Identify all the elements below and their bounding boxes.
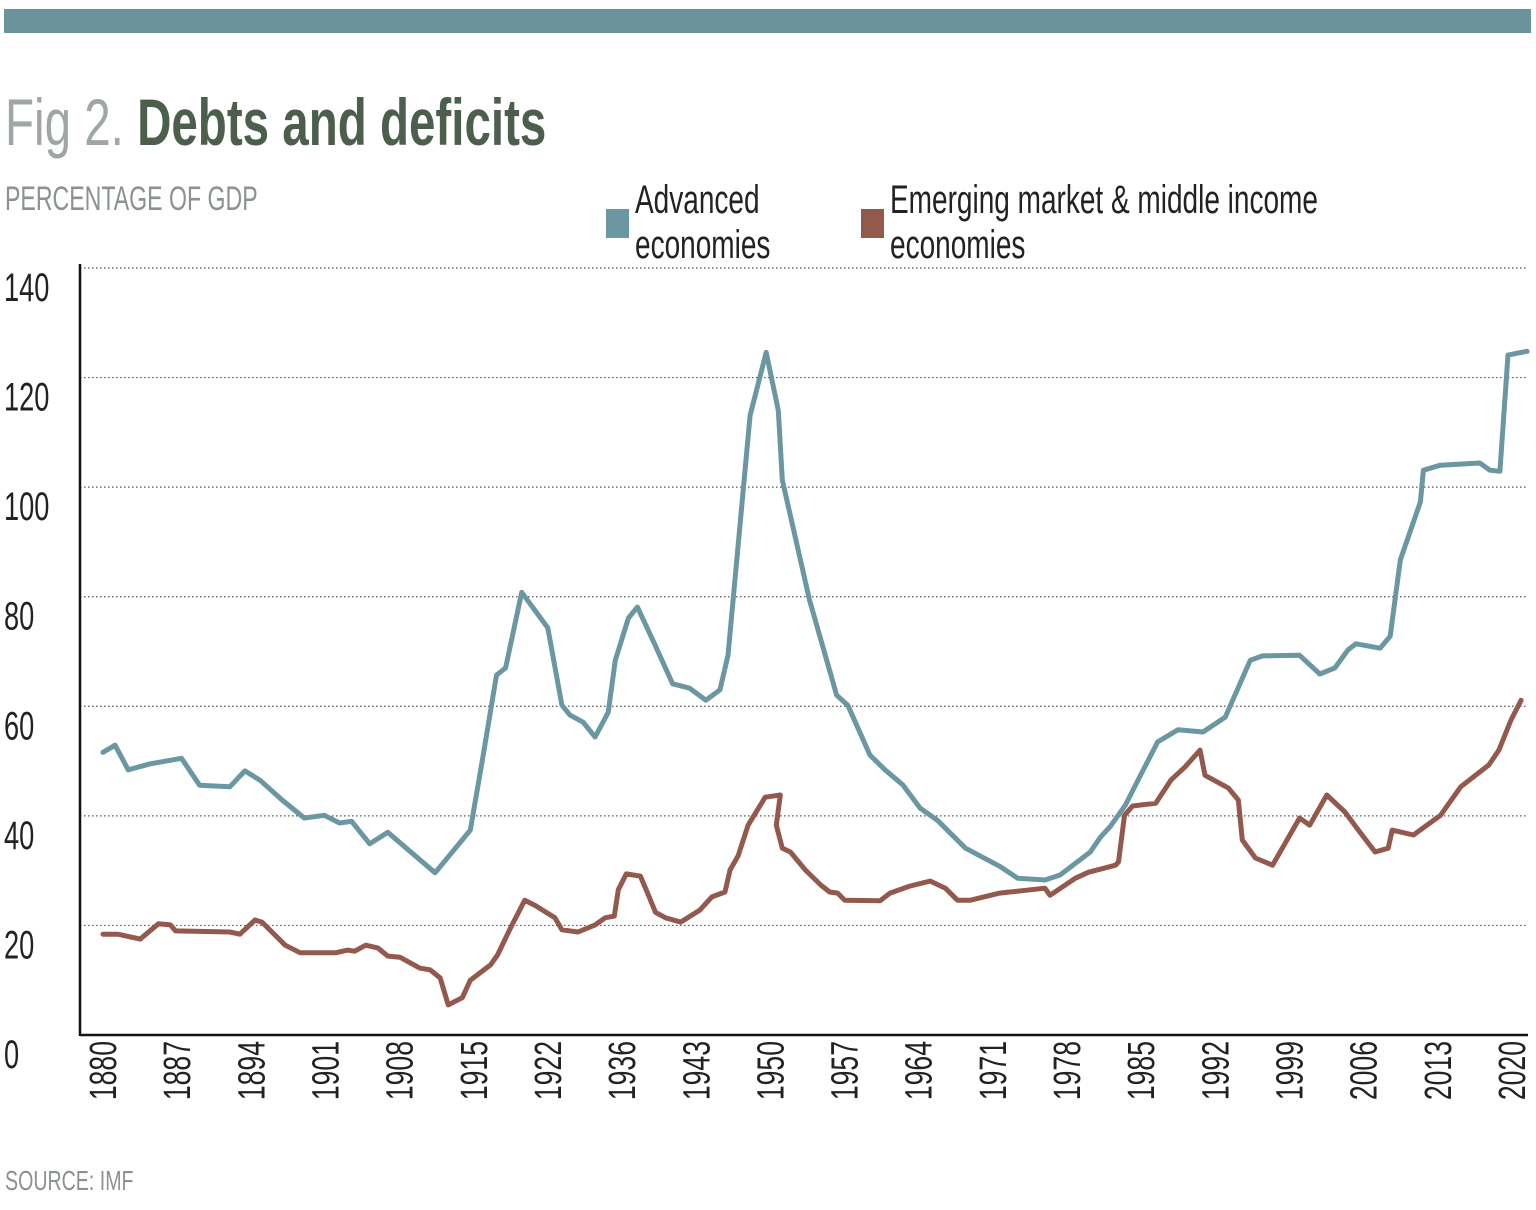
x-tick-label: 2020 <box>1490 1041 1533 1100</box>
x-tick-label: 1922 <box>526 1041 569 1100</box>
x-tick-label: 1992 <box>1194 1041 1237 1100</box>
y-tick-label: 80 <box>4 595 34 639</box>
source-note: SOURCE: IMF <box>5 1165 134 1196</box>
chart-title: Fig 2. Debts and deficits <box>5 84 546 160</box>
series-line-advanced <box>100 348 1530 883</box>
y-tick-label: 20 <box>4 923 34 967</box>
figure-number: Fig 2. <box>5 85 124 159</box>
x-tick-label: 1957 <box>823 1041 866 1100</box>
x-tick-label: 1901 <box>304 1041 347 1100</box>
legend: Advanced economies Emerging market & mid… <box>606 178 1536 268</box>
x-tick-label: 1999 <box>1268 1041 1311 1100</box>
top-accent-bar <box>4 9 1531 33</box>
y-tick-label: 140 <box>4 266 49 310</box>
x-tick-label: 1908 <box>378 1041 421 1100</box>
y-tick-label: 60 <box>4 704 34 748</box>
legend-label-emerging: Emerging market & middle income economie… <box>890 178 1319 267</box>
x-tick-label: 2013 <box>1416 1041 1459 1100</box>
x-tick-label: 1943 <box>675 1041 718 1100</box>
title-text: Debts and deficits <box>137 85 547 159</box>
x-tick-label: 2006 <box>1342 1041 1385 1100</box>
x-tick-label: 1915 <box>452 1041 495 1100</box>
x-tick-label: 1880 <box>81 1041 124 1100</box>
y-tick-label: 40 <box>4 814 34 858</box>
y-tick-label: 0 <box>4 1033 19 1077</box>
x-tick-label: 1978 <box>1045 1041 1088 1100</box>
x-tick-label: 1894 <box>230 1041 273 1100</box>
y-axis-unit-label: PERCENTAGE OF GDP <box>5 180 258 218</box>
x-tick-label: 1985 <box>1119 1041 1162 1100</box>
legend-swatch-emerging <box>860 208 884 238</box>
x-tick-label: 1936 <box>600 1041 643 1100</box>
legend-label-advanced: Advanced economies <box>635 178 771 267</box>
legend-swatch-advanced <box>606 208 629 238</box>
y-tick-label: 100 <box>4 485 49 529</box>
x-tick-label: 1971 <box>971 1041 1014 1100</box>
x-tick-label: 1950 <box>749 1041 792 1100</box>
series-line-emerging <box>100 697 1524 1008</box>
x-tick-label: 1887 <box>155 1041 198 1100</box>
y-tick-label: 120 <box>4 375 49 419</box>
x-tick-label: 1964 <box>897 1041 940 1100</box>
